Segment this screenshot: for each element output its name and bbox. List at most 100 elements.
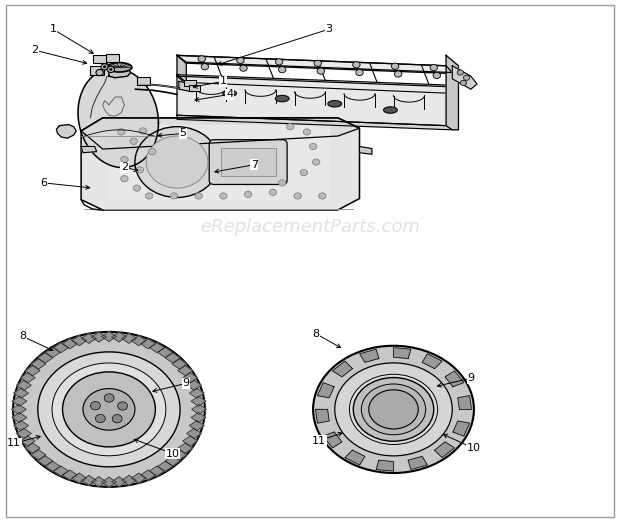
Text: 2: 2	[121, 162, 128, 172]
Polygon shape	[72, 336, 87, 346]
Ellipse shape	[275, 96, 289, 102]
Circle shape	[463, 75, 469, 80]
FancyBboxPatch shape	[184, 80, 195, 86]
Text: 7: 7	[250, 160, 258, 170]
Circle shape	[104, 66, 106, 68]
Polygon shape	[187, 429, 202, 438]
Polygon shape	[109, 125, 329, 199]
Polygon shape	[12, 396, 27, 406]
Polygon shape	[394, 348, 411, 359]
FancyBboxPatch shape	[137, 77, 151, 85]
Ellipse shape	[350, 374, 438, 445]
Ellipse shape	[369, 390, 418, 429]
Circle shape	[112, 414, 122, 423]
Circle shape	[101, 64, 108, 70]
Polygon shape	[177, 55, 452, 73]
Polygon shape	[172, 450, 187, 460]
Circle shape	[433, 73, 441, 79]
Polygon shape	[102, 477, 117, 487]
Polygon shape	[177, 115, 452, 130]
Text: 8: 8	[312, 329, 320, 339]
Circle shape	[133, 185, 141, 191]
Text: 4: 4	[226, 89, 233, 99]
Polygon shape	[332, 361, 352, 377]
Polygon shape	[149, 343, 164, 353]
Polygon shape	[189, 388, 204, 398]
Polygon shape	[178, 443, 193, 453]
Circle shape	[201, 64, 208, 70]
Polygon shape	[25, 443, 40, 453]
Circle shape	[130, 138, 138, 145]
Polygon shape	[72, 473, 87, 483]
Polygon shape	[178, 365, 193, 376]
FancyBboxPatch shape	[209, 140, 287, 184]
Polygon shape	[17, 381, 31, 390]
Circle shape	[314, 60, 321, 66]
Circle shape	[95, 414, 105, 423]
Circle shape	[460, 80, 466, 86]
Circle shape	[286, 124, 294, 130]
Polygon shape	[360, 349, 379, 362]
Polygon shape	[81, 147, 97, 153]
Polygon shape	[56, 125, 76, 138]
Polygon shape	[31, 359, 46, 369]
Circle shape	[430, 65, 438, 71]
Text: 11: 11	[312, 436, 326, 446]
Text: 1: 1	[220, 76, 227, 86]
Circle shape	[121, 175, 128, 182]
Polygon shape	[11, 405, 26, 414]
Circle shape	[319, 193, 326, 199]
Polygon shape	[38, 353, 53, 363]
Text: 5: 5	[180, 128, 187, 138]
Polygon shape	[122, 334, 136, 343]
FancyBboxPatch shape	[188, 85, 200, 91]
Polygon shape	[458, 396, 472, 409]
Polygon shape	[12, 412, 27, 422]
Polygon shape	[109, 67, 131, 78]
Text: 11: 11	[7, 438, 21, 448]
Circle shape	[356, 69, 363, 76]
Text: 10: 10	[166, 448, 180, 459]
Polygon shape	[157, 461, 172, 471]
Ellipse shape	[353, 377, 434, 441]
Ellipse shape	[223, 90, 236, 97]
Circle shape	[107, 66, 115, 73]
Ellipse shape	[107, 63, 132, 72]
Ellipse shape	[13, 332, 205, 487]
Polygon shape	[131, 473, 146, 483]
Ellipse shape	[328, 101, 342, 107]
Polygon shape	[422, 354, 442, 369]
Polygon shape	[179, 81, 196, 92]
Circle shape	[135, 127, 219, 197]
Circle shape	[312, 159, 320, 165]
Polygon shape	[435, 442, 454, 458]
Polygon shape	[81, 334, 96, 343]
Circle shape	[275, 58, 283, 65]
Polygon shape	[149, 466, 164, 476]
Circle shape	[237, 57, 244, 64]
Ellipse shape	[335, 363, 452, 456]
Circle shape	[104, 394, 114, 402]
Text: 8: 8	[19, 331, 27, 341]
FancyBboxPatch shape	[91, 66, 104, 75]
Polygon shape	[63, 339, 78, 349]
Polygon shape	[112, 332, 126, 342]
Circle shape	[278, 180, 286, 186]
Circle shape	[146, 193, 153, 199]
Polygon shape	[172, 359, 187, 369]
Circle shape	[110, 68, 112, 70]
Ellipse shape	[38, 352, 180, 467]
Text: 9: 9	[183, 378, 190, 388]
Circle shape	[118, 402, 128, 410]
Polygon shape	[157, 348, 172, 358]
Circle shape	[457, 70, 463, 75]
Polygon shape	[81, 118, 360, 149]
Text: 3: 3	[325, 25, 332, 34]
Ellipse shape	[313, 346, 474, 473]
Ellipse shape	[83, 388, 135, 430]
Polygon shape	[183, 436, 198, 446]
Circle shape	[240, 65, 247, 72]
Ellipse shape	[63, 372, 156, 447]
Circle shape	[195, 193, 202, 199]
Polygon shape	[38, 456, 53, 466]
